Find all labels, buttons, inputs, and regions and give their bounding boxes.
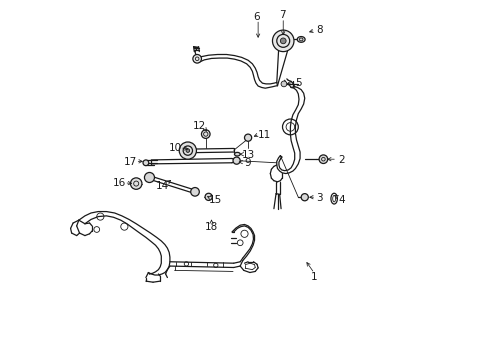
Text: 16: 16 [113,178,126,188]
Circle shape [185,149,189,152]
Text: 7: 7 [278,10,285,20]
Circle shape [190,188,199,196]
Ellipse shape [297,37,305,42]
Circle shape [233,157,240,164]
Ellipse shape [234,152,240,156]
Circle shape [319,155,327,163]
Circle shape [142,160,148,166]
Circle shape [144,172,154,183]
Text: 14: 14 [156,181,169,192]
Text: 13: 13 [241,150,254,160]
Text: 11: 11 [257,130,270,140]
Circle shape [244,134,251,141]
Circle shape [179,142,196,159]
Text: 15: 15 [209,195,222,205]
Text: 6: 6 [253,12,260,22]
Circle shape [281,81,286,87]
Text: 18: 18 [204,222,218,232]
Text: 5: 5 [294,78,301,88]
Text: 10: 10 [169,143,182,153]
Circle shape [192,54,201,63]
Text: 4: 4 [337,195,344,205]
Text: 3: 3 [316,193,323,203]
Circle shape [204,193,212,201]
Text: 8: 8 [316,25,323,35]
Circle shape [201,130,210,138]
Text: 9: 9 [244,158,250,168]
Circle shape [130,178,142,189]
Text: 1: 1 [310,272,317,282]
Circle shape [272,30,293,51]
Text: 17: 17 [123,157,137,167]
Text: 12: 12 [193,121,206,131]
Text: 2: 2 [337,155,344,165]
Circle shape [280,38,285,44]
Circle shape [301,194,308,201]
